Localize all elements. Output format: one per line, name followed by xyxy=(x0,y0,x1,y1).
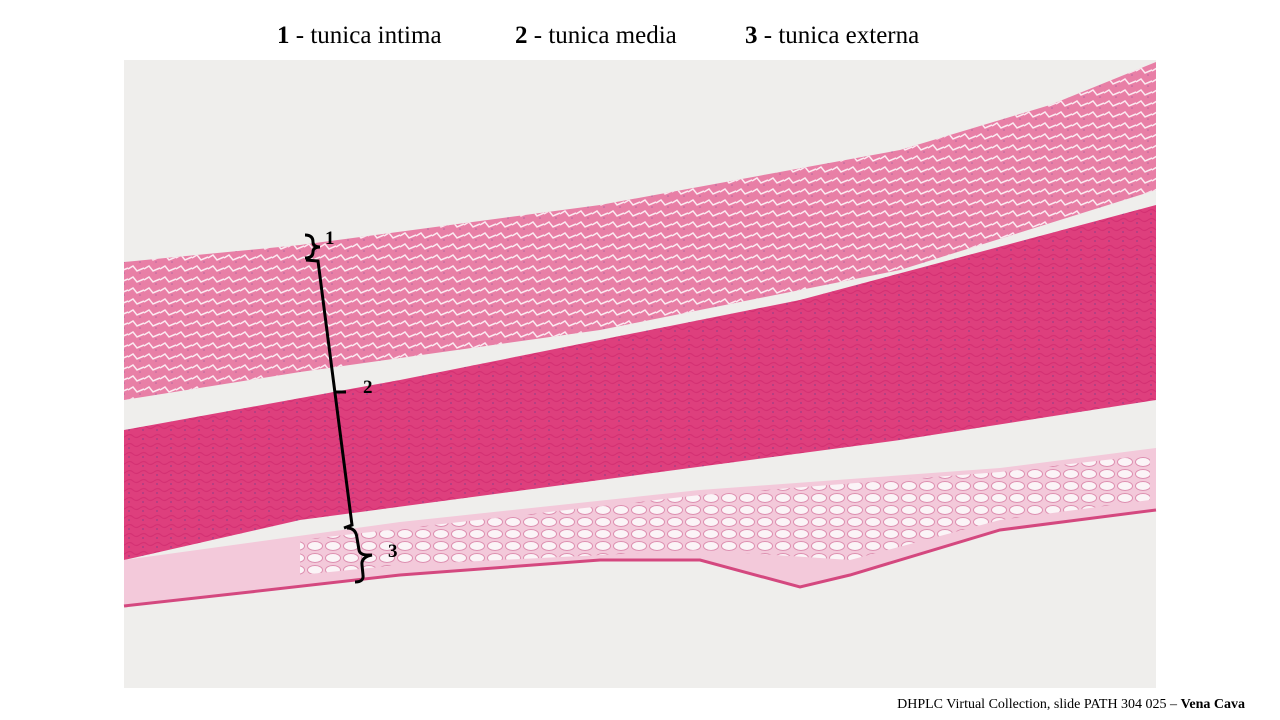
legend-item: 2 - tunica media xyxy=(515,22,677,49)
micrograph xyxy=(123,60,1157,688)
bracket-1 xyxy=(304,233,321,260)
annotation-label: 3 xyxy=(388,541,398,562)
legend-label: - tunica media xyxy=(534,22,677,49)
legend-number: 2 xyxy=(515,22,528,49)
legend-label: - tunica intima xyxy=(296,22,442,49)
legend-number: 1 xyxy=(277,22,290,49)
legend-item: 1 - tunica intima xyxy=(277,22,442,49)
legend: 1 - tunica intima 2 - tunica media 3 - t… xyxy=(277,22,919,49)
bracket-3 xyxy=(346,526,373,584)
caption: DHPLC Virtual Collection, slide PATH 304… xyxy=(897,697,1245,712)
caption-emphasis: Vena Cava xyxy=(1181,697,1245,712)
legend-number: 3 xyxy=(745,22,758,49)
bracket-2 xyxy=(305,258,354,530)
tissue-upper-texture xyxy=(124,62,1156,400)
annotation-label: 1 xyxy=(325,228,335,249)
annotation-label: 2 xyxy=(363,377,373,398)
tissue-externa-texture xyxy=(300,455,1150,575)
caption-text: DHPLC Virtual Collection, slide PATH 304… xyxy=(897,697,1178,712)
tissue-media-texture xyxy=(124,205,1156,560)
brackets xyxy=(304,233,373,584)
legend-label: - tunica externa xyxy=(764,22,919,49)
legend-item: 3 - tunica externa xyxy=(745,22,919,49)
tissue-edge xyxy=(123,508,1157,608)
